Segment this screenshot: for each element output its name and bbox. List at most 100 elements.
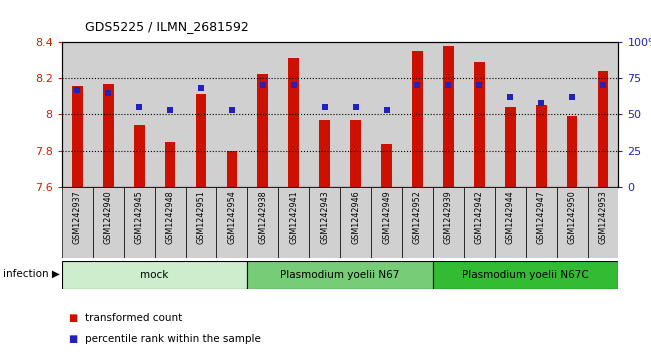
Bar — [433, 187, 464, 258]
Bar — [154, 42, 186, 187]
Bar — [587, 42, 618, 187]
Text: GSM1242948: GSM1242948 — [165, 191, 174, 244]
Point — [598, 82, 608, 88]
Bar — [495, 42, 525, 187]
Bar — [62, 42, 92, 187]
Bar — [464, 187, 495, 258]
Bar — [557, 42, 587, 187]
Bar — [247, 42, 278, 187]
Bar — [525, 187, 557, 258]
Bar — [371, 187, 402, 258]
Bar — [474, 62, 485, 187]
Bar — [587, 187, 618, 258]
Bar — [525, 42, 557, 187]
Bar — [536, 105, 547, 187]
Point — [196, 85, 206, 91]
Bar — [216, 187, 247, 258]
Bar — [464, 42, 495, 187]
Point — [72, 87, 83, 93]
Bar — [92, 187, 124, 258]
Text: GSM1242953: GSM1242953 — [598, 191, 607, 244]
Text: GSM1242943: GSM1242943 — [320, 191, 329, 244]
Point — [412, 82, 422, 88]
Point — [443, 82, 454, 88]
Point — [320, 104, 330, 110]
Point — [165, 107, 175, 113]
Bar — [103, 84, 114, 187]
Bar — [124, 42, 154, 187]
Text: GDS5225 / ILMN_2681592: GDS5225 / ILMN_2681592 — [85, 20, 249, 33]
Point — [288, 82, 299, 88]
Bar — [433, 261, 618, 289]
Bar — [309, 187, 340, 258]
Bar — [319, 120, 330, 187]
Bar — [72, 86, 83, 187]
Text: percentile rank within the sample: percentile rank within the sample — [85, 334, 260, 344]
Point — [258, 82, 268, 88]
Bar — [402, 187, 433, 258]
Point — [381, 107, 392, 113]
Bar — [340, 42, 371, 187]
Bar — [598, 71, 609, 187]
Bar — [124, 187, 154, 258]
Bar — [505, 107, 516, 187]
Bar — [412, 51, 423, 187]
Text: GSM1242944: GSM1242944 — [506, 191, 515, 244]
Bar — [350, 120, 361, 187]
Text: GSM1242941: GSM1242941 — [289, 191, 298, 244]
Bar — [278, 187, 309, 258]
Point — [350, 104, 361, 110]
Text: ■: ■ — [68, 334, 77, 344]
Bar — [443, 46, 454, 187]
Point — [134, 104, 145, 110]
Bar — [216, 42, 247, 187]
Bar — [257, 74, 268, 187]
Point — [505, 94, 516, 100]
Bar — [371, 42, 402, 187]
Text: GSM1242940: GSM1242940 — [104, 191, 113, 244]
Text: GSM1242938: GSM1242938 — [258, 191, 268, 244]
Bar — [247, 261, 433, 289]
Point — [103, 90, 113, 95]
Bar — [62, 187, 92, 258]
Text: GSM1242949: GSM1242949 — [382, 191, 391, 244]
Point — [567, 94, 577, 100]
Text: GSM1242952: GSM1242952 — [413, 191, 422, 244]
Bar — [557, 187, 587, 258]
Bar — [227, 151, 238, 187]
Bar — [247, 187, 278, 258]
Point — [227, 107, 237, 113]
Bar — [62, 261, 247, 289]
Bar — [186, 42, 216, 187]
Bar — [381, 144, 392, 187]
Bar — [402, 42, 433, 187]
Text: GSM1242939: GSM1242939 — [444, 191, 453, 244]
Bar — [133, 125, 145, 187]
Bar — [495, 187, 525, 258]
Bar — [340, 187, 371, 258]
Bar — [165, 142, 176, 187]
Text: mock: mock — [141, 270, 169, 280]
Text: GSM1242951: GSM1242951 — [197, 191, 206, 244]
Bar — [278, 42, 309, 187]
Point — [474, 82, 484, 88]
Text: infection ▶: infection ▶ — [3, 269, 60, 279]
Bar — [566, 116, 577, 187]
Text: GSM1242946: GSM1242946 — [351, 191, 360, 244]
Text: GSM1242937: GSM1242937 — [73, 191, 82, 244]
Text: GSM1242945: GSM1242945 — [135, 191, 144, 244]
Point — [536, 100, 546, 106]
Text: GSM1242950: GSM1242950 — [568, 191, 577, 244]
Text: GSM1242954: GSM1242954 — [227, 191, 236, 244]
Bar — [309, 42, 340, 187]
Bar — [195, 94, 206, 187]
Text: Plasmodium yoelii N67: Plasmodium yoelii N67 — [281, 270, 400, 280]
Text: GSM1242947: GSM1242947 — [536, 191, 546, 244]
Text: ■: ■ — [68, 313, 77, 323]
Bar — [433, 42, 464, 187]
Text: Plasmodium yoelii N67C: Plasmodium yoelii N67C — [462, 270, 589, 280]
Bar — [186, 187, 216, 258]
Text: transformed count: transformed count — [85, 313, 182, 323]
Bar — [154, 187, 186, 258]
Bar — [288, 58, 299, 187]
